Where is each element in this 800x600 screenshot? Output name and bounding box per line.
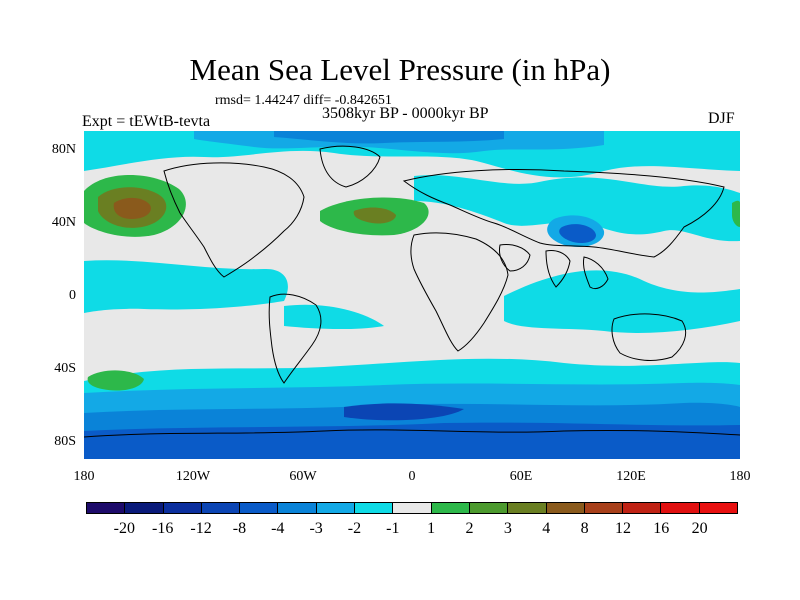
antarctic-midblue-band: [84, 422, 740, 459]
colorbar-cell: [393, 503, 432, 513]
lon-tick-60e: 60E: [509, 469, 533, 484]
colorbar-cell: [431, 503, 470, 513]
colorbar-cell: [201, 503, 241, 513]
colorbar-label: -1: [386, 520, 400, 537]
colorbar-label: -4: [271, 520, 285, 537]
lon-tick-180e: 180: [729, 469, 751, 484]
colorbar-label: -20: [113, 520, 135, 537]
lon-tick-120e: 120E: [616, 469, 646, 484]
lat-tick-80n: 80N: [51, 142, 76, 157]
lon-tick-180w: 180: [73, 469, 95, 484]
colorbar-label: 8: [580, 520, 589, 537]
lon-tick-60w: 60W: [289, 469, 317, 484]
north-atlantic-high-olive: [353, 207, 396, 224]
colorbar: [86, 502, 738, 514]
colorbar-cell: [163, 503, 202, 513]
colorbar-label: -12: [190, 520, 212, 537]
colorbar-label: 1: [427, 520, 436, 537]
africa-outline: [410, 232, 509, 352]
indian-ocean-cyan: [504, 270, 740, 333]
greenland-outline: [319, 145, 381, 188]
pressure-anomaly-map: [84, 131, 740, 459]
map-title: Mean Sea Level Pressure (in hPa): [189, 52, 611, 87]
time-period-label: 3508kyr BP - 0000kyr BP: [322, 105, 489, 122]
colorbar-cell: [125, 503, 164, 513]
coastlines: [84, 145, 740, 438]
siberia-cyan: [414, 175, 740, 242]
pacific-cyan-tongue: [284, 304, 384, 330]
season-label: DJF: [708, 110, 735, 127]
lon-tick-0: 0: [408, 469, 416, 484]
experiment-label: Expt = tEWtB-tevta: [82, 113, 211, 130]
arabia-outline: [499, 244, 531, 272]
colorbar-cell: [240, 503, 279, 513]
colorbar-cell: [355, 503, 394, 513]
asia-low-core: [559, 224, 596, 243]
colorbar-cell: [623, 503, 662, 513]
lat-tick-40s: 40S: [54, 361, 76, 376]
colorbar-label: -3: [309, 520, 323, 537]
lon-tick-120w: 120W: [175, 469, 211, 484]
colorbar-label: -2: [347, 520, 362, 537]
colorbar-cell: [469, 503, 509, 513]
colorbar-label: -8: [232, 520, 247, 537]
colorbar-cell: [278, 503, 317, 513]
colorbar-label: -16: [152, 520, 174, 537]
colorbar-cell: [508, 503, 547, 513]
colorbar-cell: [546, 503, 585, 513]
rmsd-diff-stats: rmsd= 1.44247 diff= -0.842651: [215, 93, 392, 108]
colorbar-cell: [316, 503, 356, 513]
southeast-asia-outline: [583, 256, 609, 290]
south-pacific-high-green: [87, 370, 144, 391]
eurasia-outline: [402, 168, 725, 258]
colorbar-label: 3: [503, 520, 512, 537]
arctic-deepblue-patch: [274, 131, 504, 144]
colorbar-cell: [584, 503, 624, 513]
east-edge-green: [732, 200, 740, 227]
lat-tick-40n: 40N: [51, 215, 76, 230]
lat-tick-80s: 80S: [54, 434, 76, 449]
colorbar-label: 12: [614, 520, 631, 537]
colorbar-cell: [699, 503, 738, 513]
antarctic-darkblue-patch: [344, 403, 464, 421]
colorbar-cell: [661, 503, 700, 513]
south-america-outline: [268, 293, 322, 384]
india-outline: [545, 250, 571, 288]
australia-outline: [611, 313, 687, 361]
tropical-cyan-band: [84, 260, 288, 313]
colorbar-cell: [87, 503, 126, 513]
colorbar-label: 4: [542, 520, 551, 537]
lat-tick-0: 0: [69, 288, 76, 303]
colorbar-label: 20: [691, 520, 708, 537]
colorbar-label: 16: [653, 520, 670, 537]
colorbar-label: 2: [465, 520, 474, 537]
north-pacific-high-brown: [113, 197, 151, 219]
north-america-outline: [163, 162, 305, 278]
antarctica-outline: [84, 429, 740, 438]
